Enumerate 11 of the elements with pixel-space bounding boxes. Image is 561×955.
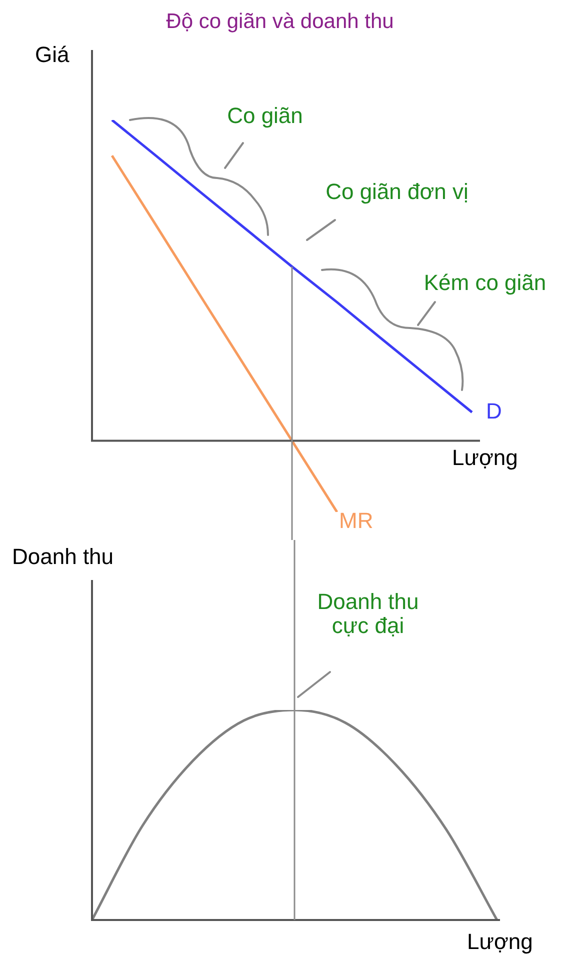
annotation: Co giãn (227, 103, 303, 128)
text: Doanh thu cực đại (316, 589, 420, 638)
series-label: MR (339, 508, 374, 534)
x-axis-title: Lượng (452, 445, 518, 470)
chart-title: Độ co giãn và doanh thu (166, 10, 394, 34)
x-axis-title: Lượng (467, 929, 533, 954)
annotation: Kém co giãn (424, 270, 546, 295)
y-axis-title: Doanh thu (12, 544, 114, 569)
series-label: D (486, 398, 502, 424)
annotation: Co giãn đơn vị (326, 179, 468, 204)
y-axis-title: Giá (35, 42, 70, 67)
